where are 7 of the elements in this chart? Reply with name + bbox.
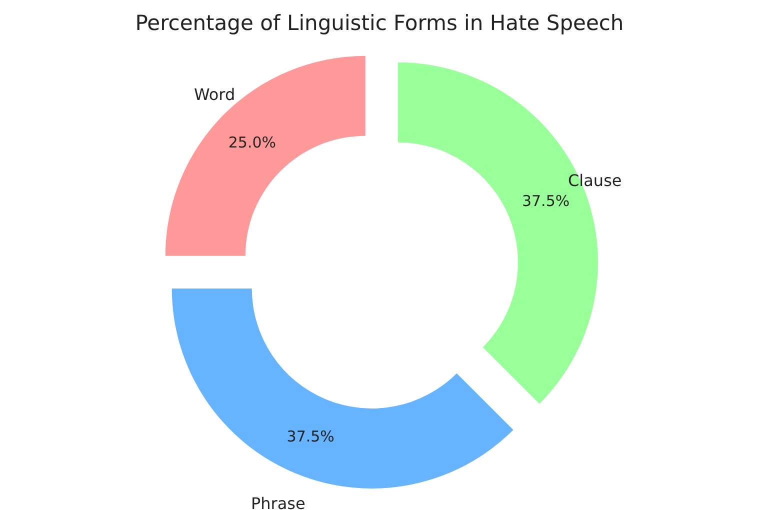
chart-title: Percentage of Linguistic Forms in Hate Speech [135, 11, 624, 35]
slice-label: Clause [568, 171, 622, 190]
data-label: 37.5% [522, 192, 570, 210]
data-label: 37.5% [286, 427, 334, 446]
data-label: 25.0% [228, 134, 276, 152]
slice-label: Word [194, 85, 236, 104]
slice-label: Phrase [251, 494, 306, 510]
